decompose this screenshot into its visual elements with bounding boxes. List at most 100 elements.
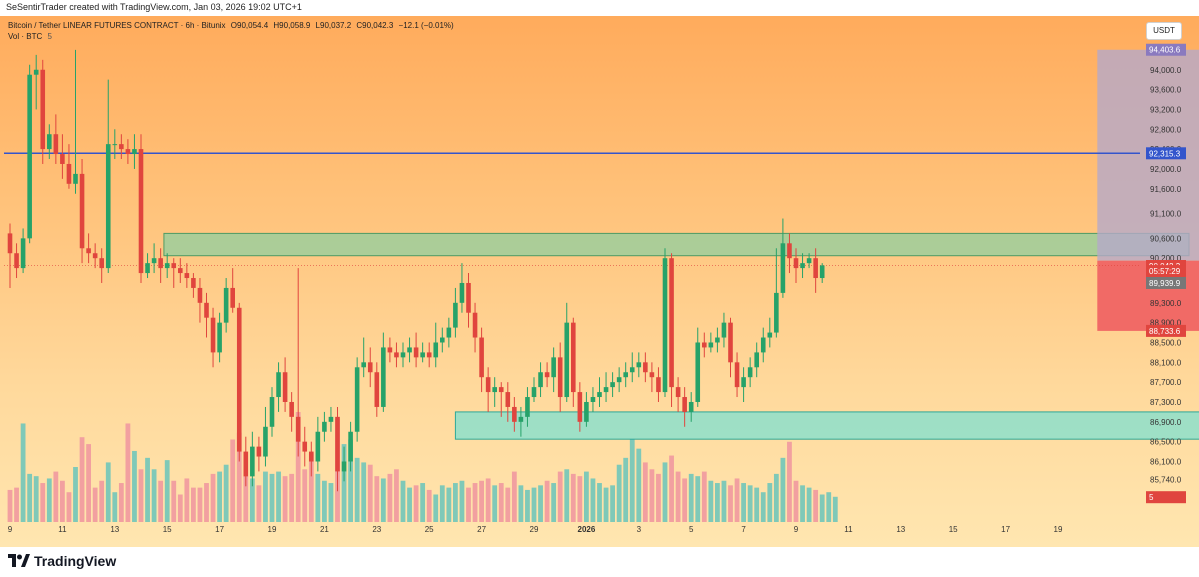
candle-body [603,387,609,393]
candle-body [643,362,648,373]
candle-body [309,451,314,462]
volume-bar [164,460,170,522]
currency-button[interactable]: USDT [1146,22,1182,40]
candle-body [695,342,701,402]
volume-bar [531,487,537,522]
volume-bar [649,469,655,522]
volume-bar [40,483,46,522]
candle-body [381,347,386,407]
candle-body [557,357,563,398]
candle-body [400,352,406,358]
price-tag-label: 92,315.3 [1149,149,1181,158]
candle-body [420,352,425,358]
chart-area[interactable]: 94,000.093,600.093,200.092,800.092,400.0… [0,16,1199,547]
time-tick-label: 7 [741,525,746,534]
candle-body [610,382,615,388]
candle-body [14,253,19,269]
candle-body [53,134,59,155]
price-tag-label: 88,733.6 [1149,327,1181,336]
candle-body [374,372,380,407]
price-tick-label: 86,900.0 [1150,418,1182,427]
candle-body [767,332,773,338]
volume-bar [112,492,118,522]
resistance-zone [163,232,1190,257]
candle-body [269,397,275,427]
candle-body [413,347,419,358]
candle-body [728,322,733,363]
volume-bar [33,476,39,522]
volume-bar [819,494,825,522]
candle-body [433,342,439,358]
time-tick-label: 5 [689,525,694,534]
volume-label[interactable]: Vol · BTC [8,32,43,41]
candle-body [498,387,504,393]
price-tick-label: 92,000.0 [1150,165,1182,174]
candle-body [33,69,39,75]
volume-bar [289,473,295,522]
volume-bar [73,467,78,522]
candle-body [800,263,805,269]
volume-bar [747,485,753,522]
candle-body [531,387,537,398]
time-tick-label: 15 [163,525,172,534]
candle-body [295,416,301,442]
volume-bar [295,412,301,522]
candle-body [571,322,576,393]
tradingview-brand-text: TradingView [34,553,117,569]
volume-bar [662,462,668,522]
volume-bar [754,487,760,522]
volume-bar [204,483,209,522]
candle-body [734,362,740,388]
candle-body [341,461,347,472]
volume-bar [629,439,635,522]
price-tick-label: 87,300.0 [1150,398,1182,407]
volume-bar [433,494,439,522]
candle-body [741,377,746,388]
volume-bar [656,473,661,522]
candle-body [354,367,360,432]
symbol-title[interactable]: Bitcoin / Tether LINEAR FUTURES CONTRACT… [8,21,226,30]
price-tick-label: 93,600.0 [1150,86,1182,95]
volume-bar [407,487,412,522]
time-tick-label: 15 [949,525,958,534]
volume-bar [485,478,491,522]
volume-bar [256,485,262,522]
candle-body [367,362,373,373]
volume-bar [86,444,91,522]
volume-bar [682,478,688,522]
volume-bar [787,441,792,522]
volume-bar [597,483,602,522]
volume-bar [184,478,190,522]
volume-bar [20,423,26,522]
candle-body [426,352,432,358]
price-tag [1146,147,1186,160]
support-zone [454,411,1199,440]
volume-bar [701,471,707,522]
candle-body [145,263,150,274]
volume-bar [610,485,615,522]
volume-bar [577,476,583,522]
volume-bar [328,483,334,522]
volume-bar [557,471,563,522]
time-tick-label: 17 [1001,525,1010,534]
candle-body [79,173,85,249]
volume-bar [715,483,720,522]
volume-bar [695,476,701,522]
candle-body [544,372,550,378]
volume-bar [27,473,33,522]
candle-body [669,258,674,388]
volume-bar [584,471,589,522]
candle-body [702,342,707,348]
volume-bar [354,457,360,522]
price-tag [1146,324,1186,337]
volume-bar [92,487,98,522]
ohlc-change: −12.1 (−0.01%) [398,21,454,30]
volume-bar [728,485,733,522]
volume-bar [773,473,779,522]
time-tick-label: 9 [794,525,799,534]
volume-bar [564,469,570,522]
volume-bar [387,473,393,522]
price-chart-svg[interactable]: 94,000.093,600.093,200.092,800.092,400.0… [0,16,1199,547]
candle-body [250,446,255,477]
tradingview-logo[interactable]: TradingView [8,550,116,572]
